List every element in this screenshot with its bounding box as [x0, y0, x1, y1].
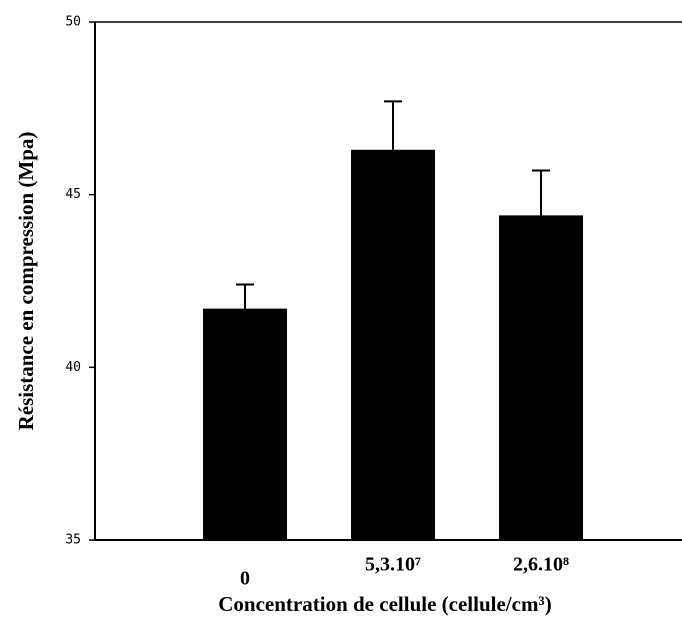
- y-axis-label: Résistance en compression (Mpa): [14, 132, 38, 431]
- y-tick-label: 40: [65, 360, 81, 375]
- bar: [499, 215, 583, 541]
- y-tick-label: 35: [65, 533, 81, 548]
- x-tick-label: 5,3.10⁷: [365, 554, 421, 576]
- y-tick-label: 45: [65, 187, 81, 202]
- x-tick-label: 0: [240, 568, 250, 590]
- x-axis-label: Concentration de cellule (cellule/cm³): [218, 592, 551, 616]
- y-tick-label: 50: [65, 15, 81, 30]
- x-tick-label: 2,6.10⁸: [513, 554, 569, 576]
- bar: [351, 149, 435, 541]
- bar: [203, 308, 287, 540]
